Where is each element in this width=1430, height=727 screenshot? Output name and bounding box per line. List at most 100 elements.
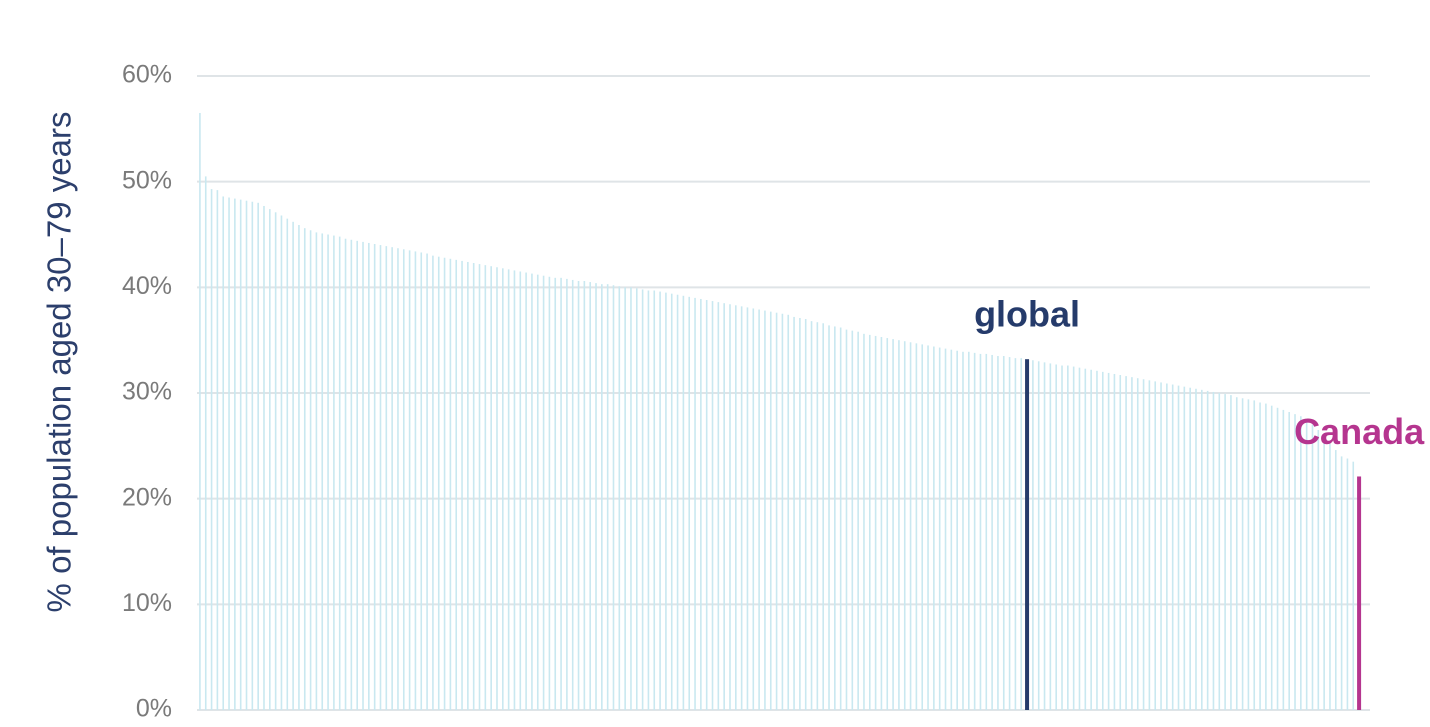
bar [659,291,661,710]
bar [1043,362,1046,710]
bar [519,271,522,710]
bar [222,196,225,710]
bar [461,260,463,710]
bar [292,221,294,710]
bar [583,280,586,710]
bar [484,265,487,710]
highlight-label: global [974,294,1080,335]
bar [1136,378,1139,710]
bar [216,190,219,710]
bar [630,287,632,710]
bar [321,233,324,710]
bar [874,335,877,710]
bar [443,257,446,710]
bar [857,331,859,710]
bar [799,317,801,710]
y-tick-label: 0% [136,695,172,723]
bar [571,279,574,710]
bar [682,295,685,710]
bar [845,329,848,710]
bar [700,298,702,710]
bar [769,311,772,710]
bar [1241,398,1244,710]
bar [560,277,562,710]
bar [694,297,696,710]
bar [758,309,760,710]
bar [944,348,947,710]
bar [478,264,481,710]
bar [1247,399,1250,710]
bar [513,270,516,710]
bar [752,308,755,710]
bar [1008,357,1011,710]
bar [1096,370,1098,710]
bar [1224,394,1226,710]
bar [566,278,568,710]
bar [1334,450,1337,710]
bar [467,261,469,710]
bar [204,176,207,711]
bar [368,242,370,710]
bar [973,352,976,710]
bar [717,302,720,710]
y-tick-label: 30% [122,378,172,406]
highlight-bar [1025,359,1030,710]
bar [548,276,551,710]
bar [606,284,609,710]
y-tick-label: 20% [122,483,172,511]
bar [1020,358,1023,710]
bar [868,334,871,710]
bar [391,247,393,710]
bar [327,234,329,710]
bar [1270,405,1273,710]
bar [723,303,725,710]
bar [1189,387,1191,710]
bar [455,259,458,710]
bar [1265,403,1267,710]
bar [356,240,358,710]
bar [810,321,813,710]
bar [490,266,492,710]
bar [968,351,970,710]
bar [257,202,259,711]
bar [1131,377,1133,710]
bar [280,215,283,711]
bar [746,307,749,710]
bar [1072,366,1075,710]
bar [286,218,289,710]
bar [950,349,953,710]
bar [595,283,597,710]
bar [199,112,201,710]
bar [740,306,743,710]
bar [245,200,248,711]
bar [1305,419,1308,710]
bar [933,346,935,710]
bar [601,284,603,710]
bar [437,256,440,710]
bar [1329,443,1331,710]
bar [612,285,615,710]
bar [1107,372,1110,710]
bar [839,327,842,710]
bar [269,209,271,710]
bar [1101,371,1104,710]
bar [554,277,557,710]
bar [851,330,854,710]
bar [298,224,300,711]
bar [263,205,265,710]
bar [641,289,644,710]
bar [1212,391,1215,710]
bar [350,239,353,711]
bar [898,340,900,710]
bar [1067,365,1069,710]
bar [1014,358,1017,710]
bar [828,325,830,710]
bar [507,269,510,710]
bar [863,333,865,710]
bar [822,323,824,710]
y-tick-label: 50% [122,166,172,194]
bar [688,296,691,710]
bar [251,201,254,710]
bar [1294,414,1296,710]
